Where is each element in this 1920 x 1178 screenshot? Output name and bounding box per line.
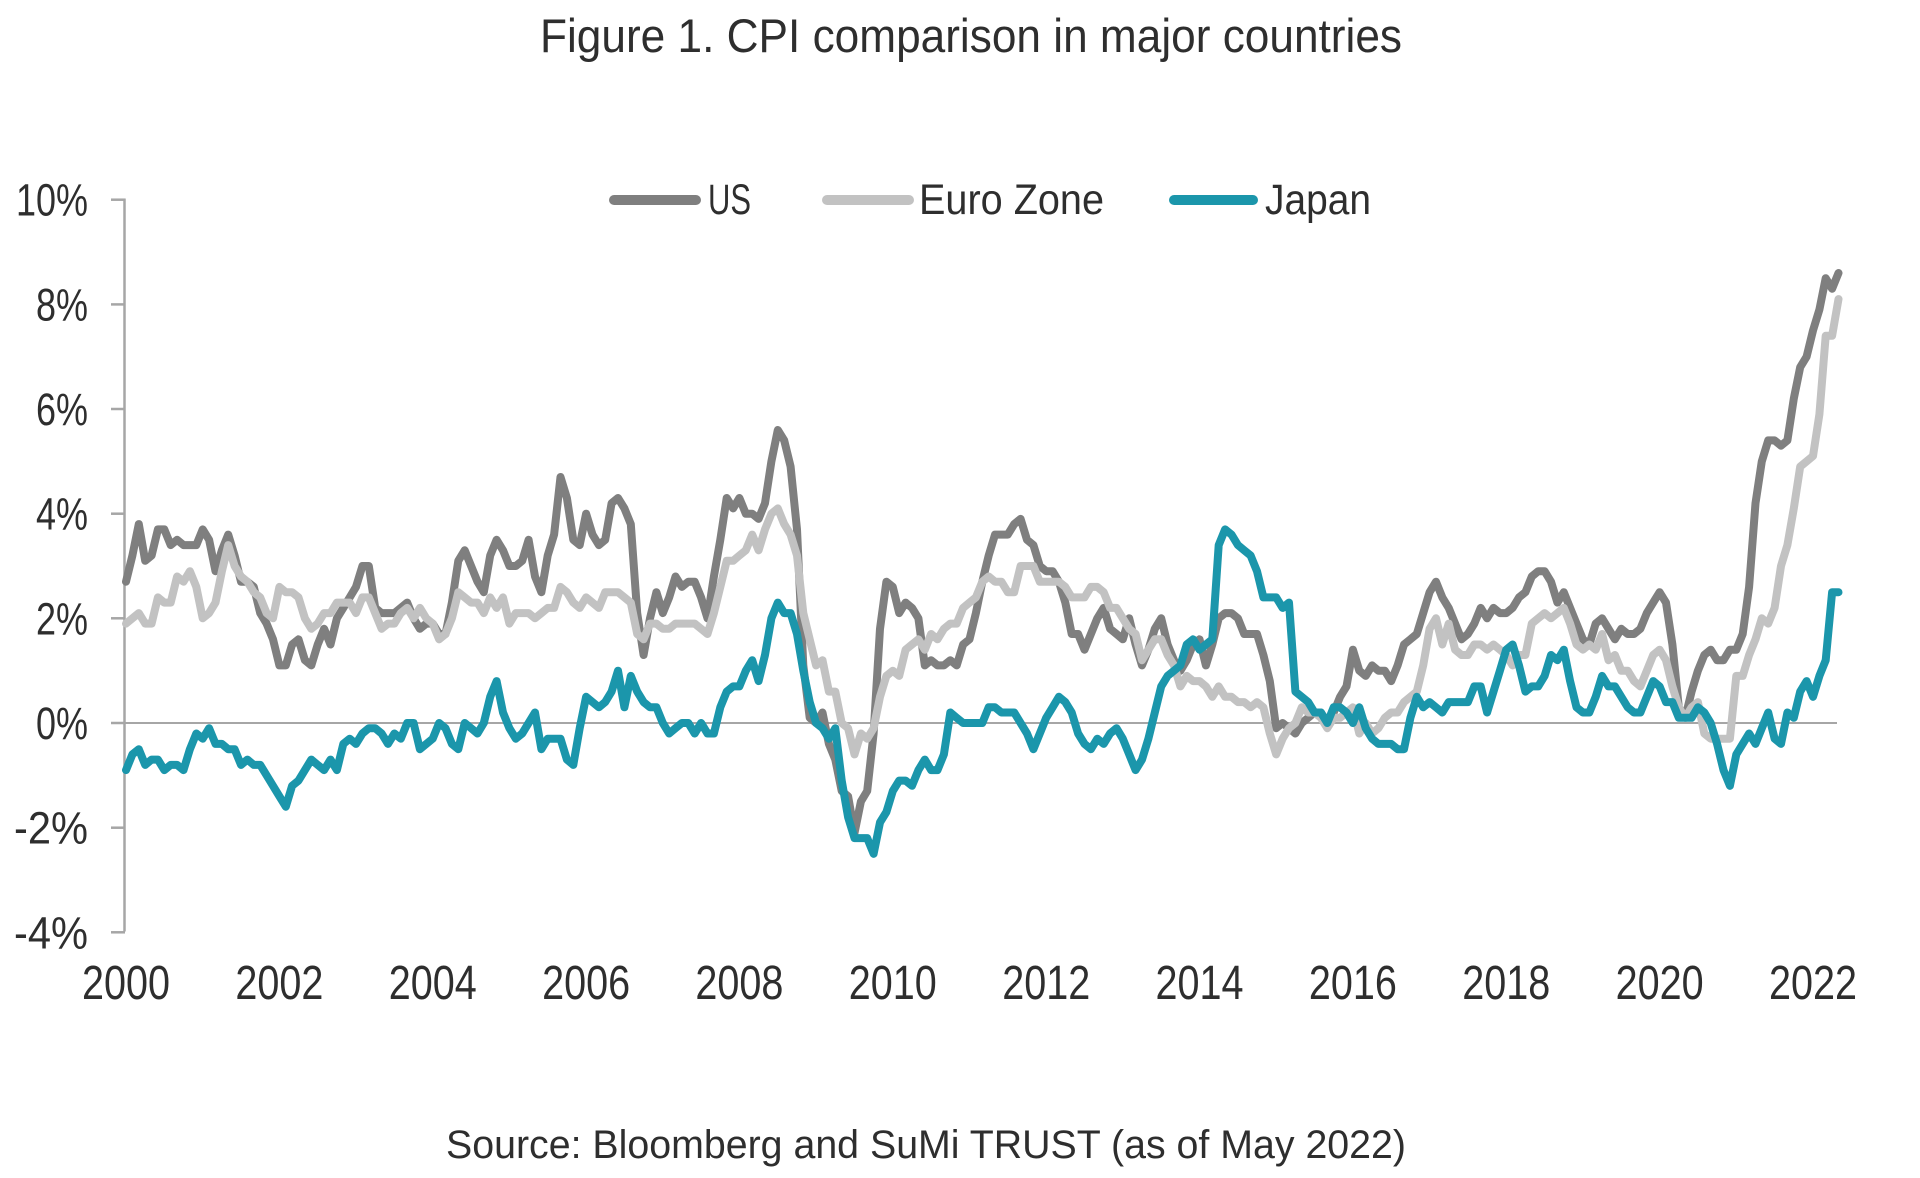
svg-text:2010: 2010: [849, 957, 937, 1010]
svg-text:2014: 2014: [1156, 957, 1244, 1010]
svg-text:0%: 0%: [36, 698, 88, 749]
svg-text:2020: 2020: [1616, 957, 1704, 1010]
svg-text:2016: 2016: [1309, 957, 1397, 1010]
svg-text:US: US: [708, 176, 751, 224]
svg-text:2000: 2000: [82, 957, 170, 1010]
svg-text:Japan: Japan: [1265, 176, 1371, 224]
svg-text:Figure 1. CPI comparison in ma: Figure 1. CPI comparison in major countr…: [540, 9, 1402, 62]
svg-text:-4%: -4%: [14, 907, 88, 958]
svg-text:2002: 2002: [235, 957, 323, 1010]
svg-text:4%: 4%: [36, 489, 88, 540]
svg-text:2004: 2004: [389, 957, 477, 1010]
svg-text:2008: 2008: [695, 957, 783, 1010]
svg-text:2022: 2022: [1769, 957, 1857, 1010]
svg-text:2006: 2006: [542, 957, 630, 1010]
svg-text:2%: 2%: [36, 593, 88, 644]
svg-text:2012: 2012: [1002, 957, 1090, 1010]
svg-text:6%: 6%: [36, 384, 88, 435]
svg-text:8%: 8%: [36, 279, 88, 330]
svg-text:2018: 2018: [1462, 957, 1550, 1010]
svg-text:Euro Zone: Euro Zone: [919, 176, 1104, 224]
svg-text:10%: 10%: [16, 175, 88, 226]
svg-text:-2%: -2%: [14, 803, 88, 854]
svg-text:Source: Bloomberg and SuMi TRU: Source: Bloomberg and SuMi TRUST (as of …: [446, 1123, 1406, 1167]
